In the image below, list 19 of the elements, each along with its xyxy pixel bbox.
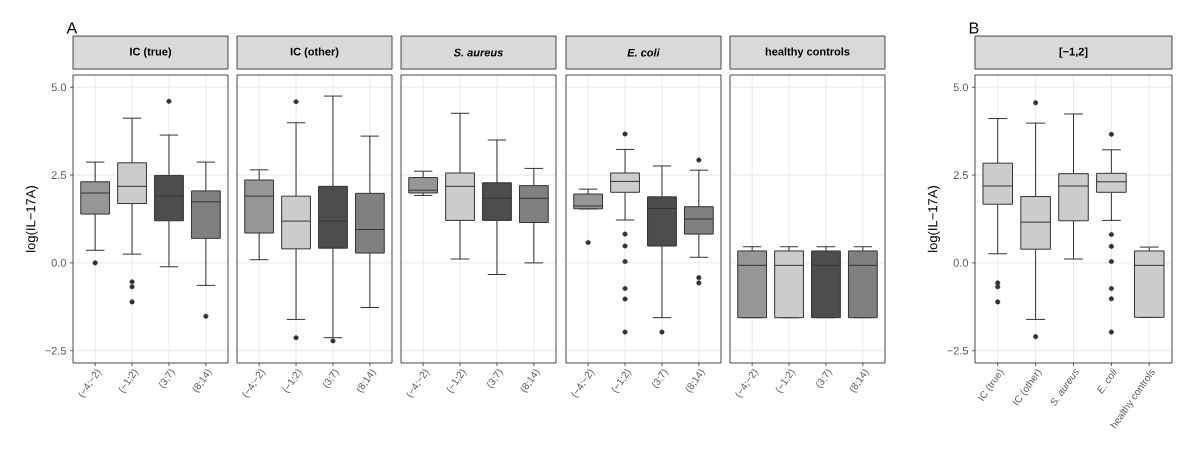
chart-title: [−1,2] bbox=[1059, 47, 1088, 58]
y-tick-label: 2.5 bbox=[953, 171, 968, 179]
chart-title: IC (true) bbox=[130, 47, 172, 58]
text: B bbox=[969, 22, 979, 34]
y-axis-title: log(IL−17A) bbox=[927, 186, 940, 252]
chart-title: S. aureus bbox=[453, 48, 503, 57]
y-tick-label: 0.0 bbox=[51, 259, 67, 267]
y-axis-title: log(IL−17A) bbox=[25, 186, 38, 252]
y-tick-label: −2.5 bbox=[45, 346, 67, 355]
x-tick-label: E. coli bbox=[1097, 367, 1117, 395]
y-tick-label: 0.0 bbox=[953, 259, 969, 267]
y-tick-label: −2.5 bbox=[947, 346, 968, 355]
text: A bbox=[66, 22, 78, 34]
chart-title: IC (other) bbox=[290, 47, 339, 58]
chart-title: E. coli bbox=[627, 48, 660, 57]
y-tick-label: 5.0 bbox=[51, 83, 67, 92]
y-tick-label: 2.5 bbox=[51, 171, 67, 179]
chart-title: healthy controls bbox=[765, 47, 850, 58]
y-tick-label: 5.0 bbox=[953, 83, 969, 92]
